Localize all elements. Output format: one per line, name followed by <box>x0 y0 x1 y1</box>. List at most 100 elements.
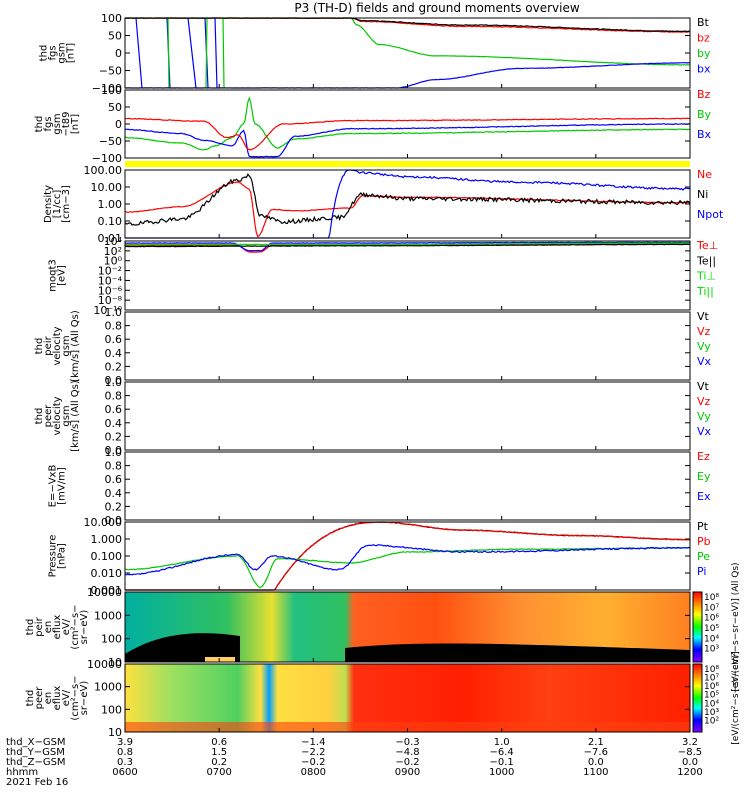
ytick-label: 10⁴ <box>104 235 123 248</box>
series-ne <box>125 181 691 238</box>
legend-temperature: Ti⊥ <box>696 270 716 283</box>
colorbar-tick: 10⁸ <box>704 665 719 675</box>
ylabel: [nT] <box>70 114 81 134</box>
series-te-par <box>124 243 691 248</box>
xaxis-row-label: hhmm <box>6 767 38 778</box>
ytick-label: 10⁰ <box>104 255 123 268</box>
legend-fgs_gse_t89: Bz <box>697 88 711 101</box>
xaxis-value: −4.8 <box>395 747 419 758</box>
xaxis-value: 1000 <box>489 767 514 778</box>
ylabel: peir <box>34 616 45 636</box>
xaxis-value: 1200 <box>677 767 702 778</box>
spectrogram-peer <box>125 664 690 732</box>
colorbar-tick: 10³ <box>704 708 719 718</box>
series-pt <box>125 521 691 591</box>
colorbar-tick: 10⁷ <box>704 674 719 684</box>
legend-fgs_gse_t89: By <box>697 108 712 121</box>
colorbar-tick: 10⁵ <box>704 624 719 634</box>
legend-e_field: Ez <box>697 450 710 463</box>
ytick-label: −100 <box>92 82 122 95</box>
plot-title: P3 (TH-D) fields and ground moments over… <box>294 1 579 15</box>
ylabel: [1/cc] <box>52 190 63 219</box>
ylabel: gsm <box>61 335 72 356</box>
legend-fgs_gsm: bx <box>697 63 711 76</box>
legend-fgs_gsm: bz <box>697 32 710 45</box>
ylabel: gsm <box>52 113 63 134</box>
legend-pressure: Pi <box>697 565 706 578</box>
ytick-label: 1.0 <box>105 376 123 389</box>
ytick-label: 0.4 <box>105 487 123 500</box>
ylabel: velocity <box>52 396 63 435</box>
xaxis-value: −2.2 <box>301 747 325 758</box>
ytick-label: 0.10 <box>98 215 123 228</box>
ytick-label: 10⁻⁸ <box>98 294 123 307</box>
legend-fgs_gse_t89: Bx <box>697 128 712 141</box>
xaxis-value: −6.4 <box>490 747 514 758</box>
legend-peir_velocity: Vy <box>697 340 711 353</box>
ytick-label: 10⁻⁴ <box>98 274 123 287</box>
series-by <box>125 17 691 66</box>
ytick-label: 0.8 <box>105 460 123 473</box>
ylabel: fgs <box>48 45 59 60</box>
series-ti-par <box>124 242 691 246</box>
ytick-label: 50 <box>108 30 122 43</box>
ylabel: thd <box>34 408 45 425</box>
ylabel: peir <box>43 335 54 355</box>
ytick-label: 0.01 <box>98 232 123 245</box>
ytick-label: 100 <box>101 12 122 25</box>
ytick-label: 0.0 <box>105 514 123 527</box>
colorbar-tick: 10³ <box>704 645 719 655</box>
ytick-label: 0.001 <box>91 584 123 597</box>
series-ti-perp <box>125 241 690 252</box>
legend-pressure: Pt <box>697 520 709 533</box>
ylabel: sr−eV) <box>79 610 90 645</box>
legend-peer_velocity: Vt <box>697 380 710 393</box>
ytick-label: 0.6 <box>105 403 123 416</box>
ylabel: thd <box>25 619 36 636</box>
colorbar-tick: 10⁵ <box>704 691 719 701</box>
spectrogram-peer-low <box>125 722 690 732</box>
ylabel: thd <box>25 690 36 707</box>
ylabel: E=−VxB <box>48 465 59 508</box>
legend-temperature: Te|| <box>696 254 716 267</box>
series-Bz <box>124 117 691 151</box>
ylabel: eV/ <box>61 689 72 706</box>
xaxis-row-label: thd_Y−GSM <box>6 747 65 758</box>
legend-fgs_gsm: Bt <box>697 16 710 29</box>
xaxis-value: 0900 <box>395 767 420 778</box>
colorbar-label: [eV/(cm²−s−sr−eV)] <box>731 651 741 745</box>
series-pe <box>124 546 691 588</box>
legend-temperature: Ti|| <box>696 285 714 298</box>
legend-peer_velocity: Vy <box>697 410 711 423</box>
ytick-label: 0.4 <box>105 347 123 360</box>
ytick-label: 10.000 <box>84 516 123 529</box>
xaxis-value: 0.0 <box>682 757 698 768</box>
spectrogram-peir-band <box>205 657 235 662</box>
ytick-label: 10² <box>104 245 122 258</box>
ytick-label: 10.00 <box>91 181 123 194</box>
ylabel: [cm−3] <box>61 185 72 223</box>
xaxis-value: 0.2 <box>211 757 227 768</box>
ytick-label: 0.8 <box>105 320 123 333</box>
legend-e_field: Ex <box>697 490 711 503</box>
spectrogram-peir-low <box>125 633 240 662</box>
flag-bar <box>125 161 690 167</box>
legend-density: Ne <box>697 168 712 181</box>
series-bz <box>124 17 690 33</box>
ylabel: [nPa] <box>57 543 68 569</box>
xaxis-value: −1.4 <box>301 737 325 748</box>
plot-date: 2021 Feb 16 <box>6 777 68 788</box>
ylabel: moqt3 <box>48 259 59 292</box>
legend-density: Ni <box>697 188 708 201</box>
ytick-label: 100 <box>101 84 122 97</box>
colorbar-peer_eflux <box>692 663 703 733</box>
ytick-label: 0.2 <box>105 360 123 373</box>
ylabel: [mV/m] <box>57 467 68 505</box>
legend-pressure: Pb <box>697 535 711 548</box>
ylabel: eflux <box>52 615 63 640</box>
ylabel: peer <box>43 404 54 428</box>
series-npot <box>125 169 691 239</box>
ylabel: (cm²−s− <box>70 604 81 649</box>
legend-fgs_gsm: by <box>697 47 711 60</box>
